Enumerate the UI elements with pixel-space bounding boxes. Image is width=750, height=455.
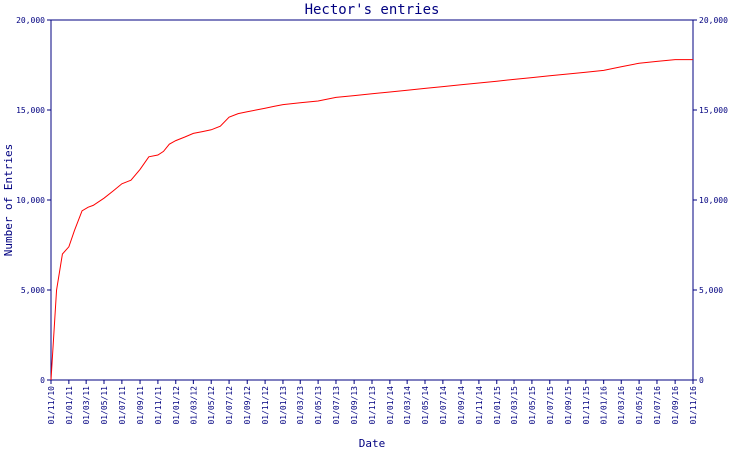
y-axis-title: Number of Entries xyxy=(2,144,15,257)
y-tick-label-right: 5,000 xyxy=(699,286,723,295)
x-tick-label: 01/01/12 xyxy=(172,386,181,425)
y-tick-label-left: 0 xyxy=(40,376,45,385)
y-tick-label-left: 15,000 xyxy=(16,106,45,115)
plot-area xyxy=(50,19,694,381)
x-tick-label: 01/03/16 xyxy=(617,386,626,425)
x-tick-label: 01/01/14 xyxy=(386,386,395,425)
x-tick-label: 01/11/10 xyxy=(47,386,56,425)
x-tick-label: 01/11/12 xyxy=(261,386,270,425)
y-axis-right: 0 5,000 10,000 15,000 20,000 xyxy=(693,16,728,385)
x-axis-title: Date xyxy=(359,437,386,450)
x-tick-label: 01/01/16 xyxy=(600,386,609,425)
x-tick-label: 01/05/14 xyxy=(421,386,430,425)
x-tick-label: 01/09/14 xyxy=(457,386,466,425)
x-tick-label: 01/11/14 xyxy=(475,386,484,425)
x-tick-label: 01/11/11 xyxy=(154,386,163,425)
series-layer xyxy=(50,59,693,381)
x-tick-label: 01/03/11 xyxy=(82,386,91,425)
x-tick-label: 01/07/11 xyxy=(118,386,127,425)
chart-title: Hector's entries xyxy=(305,2,440,18)
x-tick-label: 01/07/16 xyxy=(653,386,662,425)
x-tick-label: 01/05/12 xyxy=(207,386,216,425)
x-tick-label: 01/03/14 xyxy=(403,386,412,425)
y-tick-label-left: 20,000 xyxy=(16,16,45,25)
x-tick-label: 01/03/15 xyxy=(510,386,519,425)
x-tick-label: 01/09/13 xyxy=(350,386,359,425)
x-tick-label: 01/01/11 xyxy=(65,386,74,425)
x-tick-label: 01/09/11 xyxy=(136,386,145,425)
y-tick-label-left: 10,000 xyxy=(16,196,45,205)
x-tick-label: 01/05/16 xyxy=(635,386,644,425)
y-tick-label-right: 10,000 xyxy=(699,196,728,205)
x-tick-label: 01/05/15 xyxy=(528,386,537,425)
x-tick-label: 01/11/16 xyxy=(689,386,698,425)
x-tick-label: 01/09/15 xyxy=(564,386,573,425)
x-tick-label: 01/09/12 xyxy=(243,386,252,425)
x-tick-label: 01/05/13 xyxy=(314,386,323,425)
x-tick-label: 01/01/13 xyxy=(279,386,288,425)
plot-border xyxy=(50,19,694,381)
y-tick-label-right: 20,000 xyxy=(699,16,728,25)
y-tick-label-left: 5,000 xyxy=(21,286,45,295)
x-tick-label: 01/01/15 xyxy=(493,386,502,425)
x-tick-label: 01/09/16 xyxy=(671,386,680,425)
x-tick-label: 01/07/12 xyxy=(225,386,234,425)
x-tick-label: 01/07/13 xyxy=(332,386,341,425)
x-axis: 01/11/10 01/01/11 01/03/11 01/05/11 01/07/11… xyxy=(47,380,698,425)
x-tick-label: 01/05/11 xyxy=(100,386,109,425)
x-tick-label: 01/07/14 xyxy=(439,386,448,425)
x-tick-label: 01/03/13 xyxy=(296,386,305,425)
y-axis-left: 0 5,000 10,000 15,000 20,000 xyxy=(16,16,51,385)
x-tick-label: 01/03/12 xyxy=(189,386,198,425)
x-tick-label: 01/11/15 xyxy=(582,386,591,425)
y-tick-label-right: 0 xyxy=(699,376,704,385)
series-line xyxy=(50,59,693,381)
x-tick-label: 01/11/13 xyxy=(368,386,377,425)
x-tick-label: 01/07/15 xyxy=(546,386,555,425)
y-tick-label-right: 15,000 xyxy=(699,106,728,115)
